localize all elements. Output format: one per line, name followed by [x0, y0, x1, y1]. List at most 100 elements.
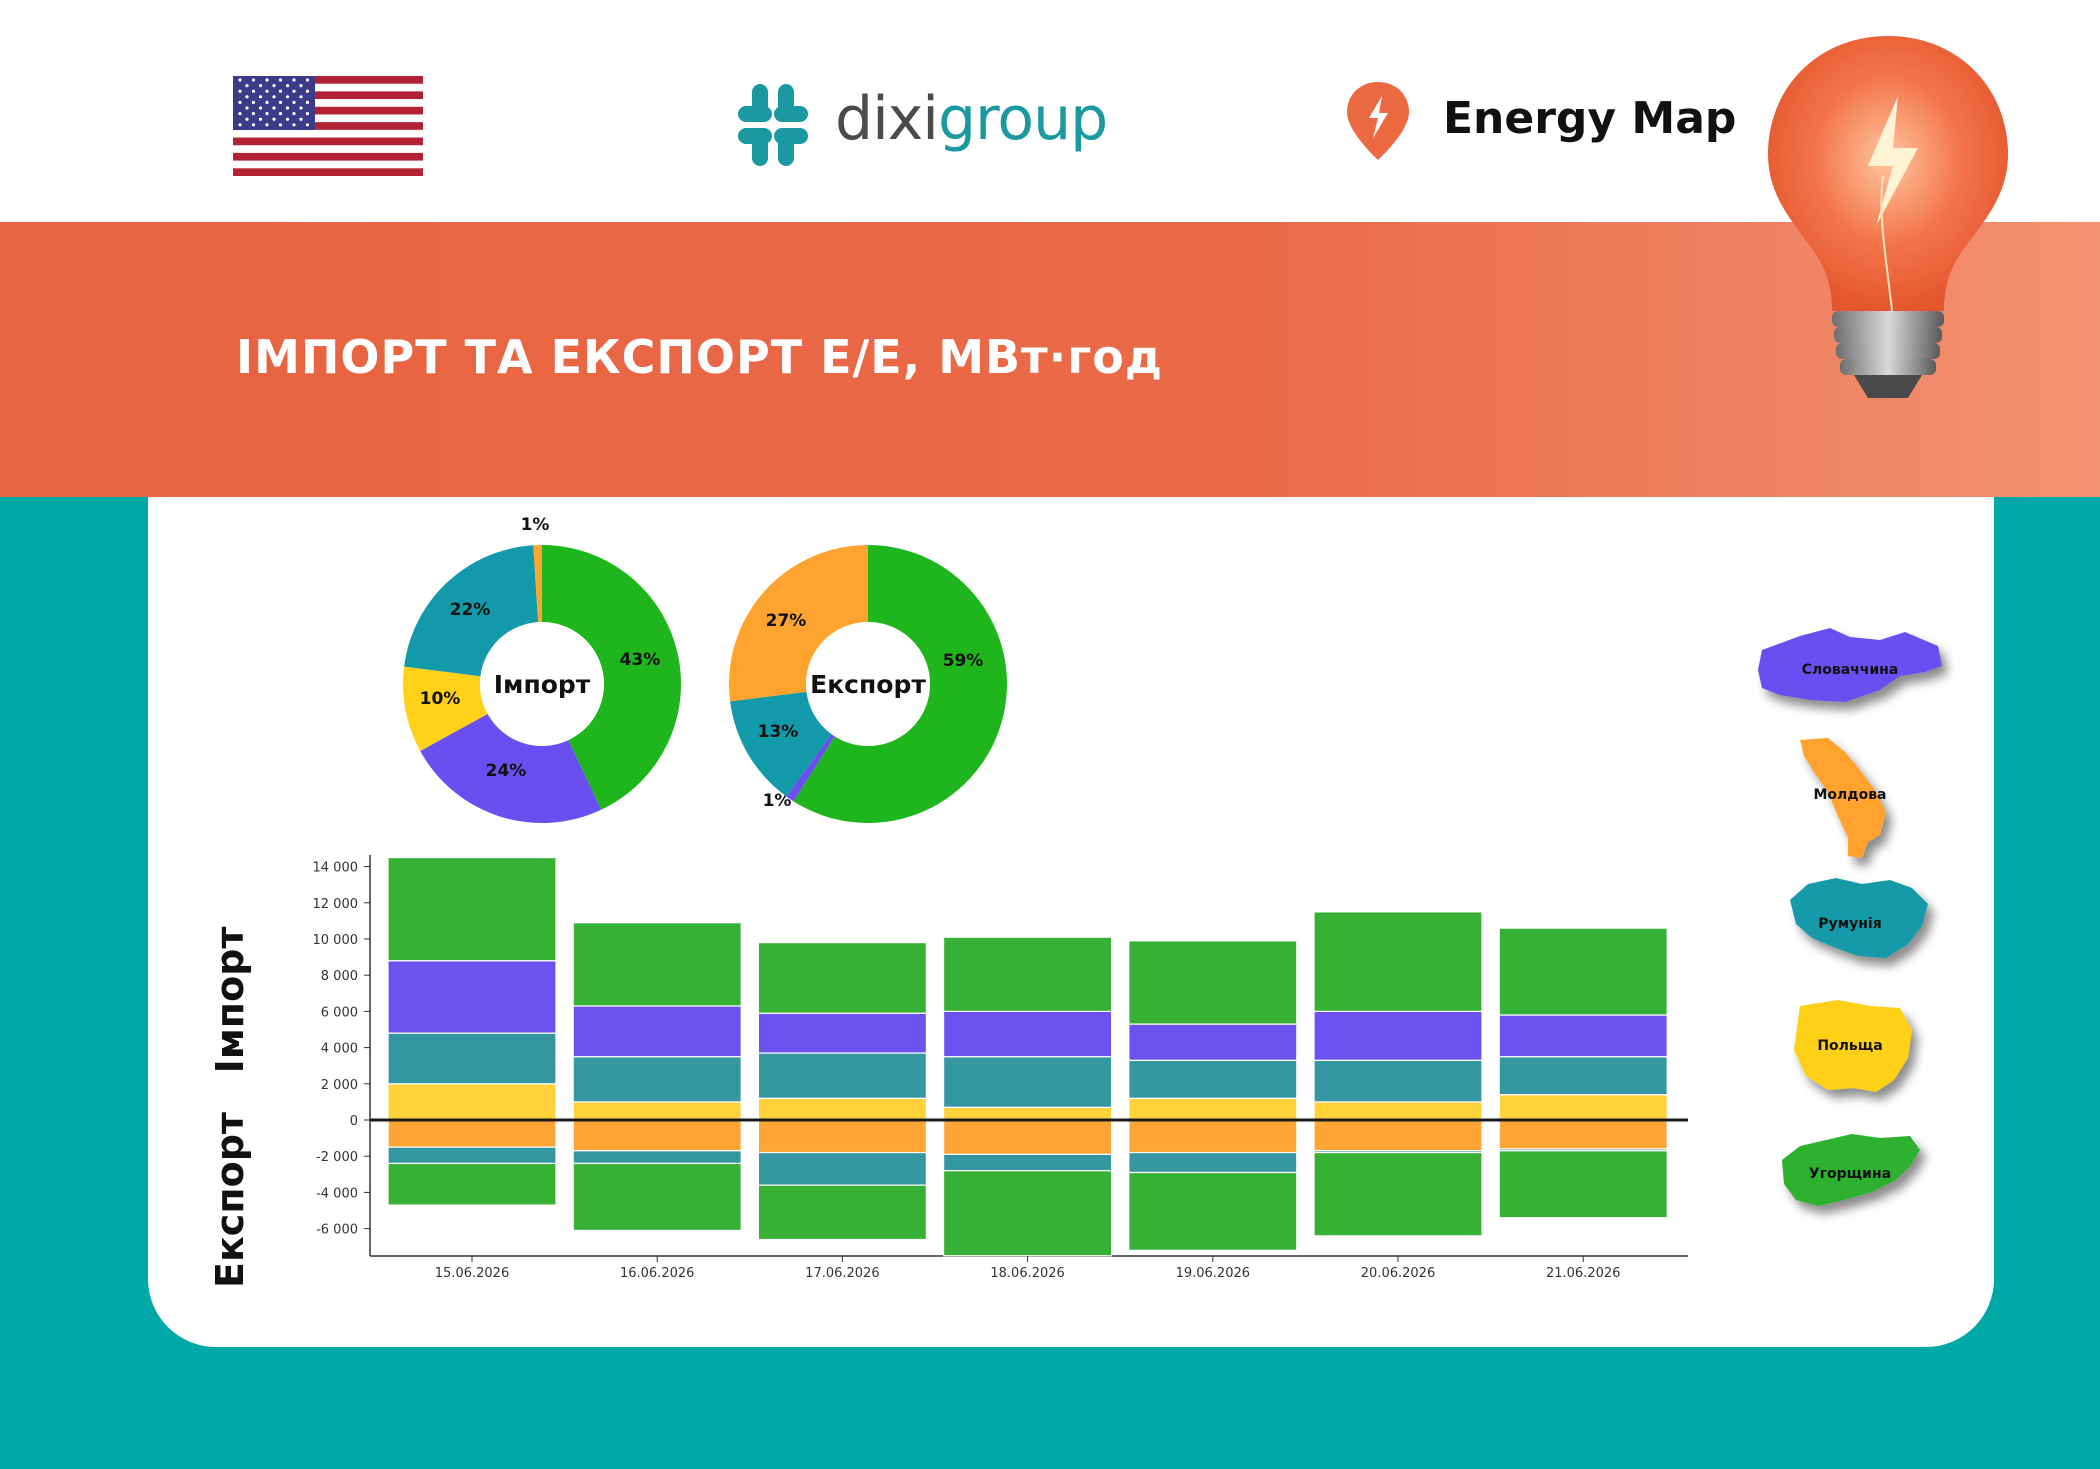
bar-segment-5-3 [1313, 911, 1483, 1012]
bar-segment-2-1 [757, 1052, 928, 1099]
bar-segment-5-6 [1313, 1151, 1483, 1237]
bar-segment-6-2 [1498, 1014, 1668, 1058]
bar-segment-2-0 [757, 1097, 928, 1121]
bar-segment-5-1 [1313, 1059, 1483, 1103]
bar-segment-3-4 [942, 1119, 1113, 1155]
y-tick-label: 14 000 [313, 861, 359, 876]
pie-slice-export-1 [786, 734, 835, 802]
y-tick-label: -4 000 [316, 1186, 358, 1201]
pie-label-export-3: 27% [766, 611, 807, 631]
bar-segment-5-0 [1313, 1101, 1483, 1121]
bar-segment-3-5 [942, 1153, 1113, 1172]
bar-segment-0-4 [387, 1119, 557, 1148]
energy-map-pin-icon [1347, 82, 1409, 160]
pie-slice-import-2 [403, 666, 488, 751]
pie-label-export-0: 59% [943, 651, 984, 671]
bar-segment-6-1 [1498, 1056, 1668, 1096]
y-tick-label: 6 000 [321, 1005, 358, 1020]
y-tick-label: 12 000 [313, 897, 359, 912]
bar-segment-0-5 [387, 1146, 557, 1165]
y-tick-label: 2 000 [321, 1078, 358, 1093]
bar-segment-3-3 [942, 936, 1113, 1013]
bar-segment-1-2 [572, 1005, 742, 1058]
lightbulb-icon [1768, 36, 2008, 398]
pie-label-export-1: 1% [763, 791, 792, 811]
legend-label-2: Румунія [1818, 916, 1881, 932]
bar-segment-6-0 [1498, 1094, 1668, 1121]
bar-segment-6-6 [1498, 1150, 1668, 1219]
x-tick-label: 20.06.2026 [1361, 1266, 1435, 1281]
bar-segment-2-6 [757, 1184, 928, 1241]
bar-segment-0-3 [387, 856, 557, 962]
us-flag-icon[interactable] [233, 76, 423, 176]
y-tick-label: 4 000 [321, 1042, 358, 1057]
pie-label-import-1: 24% [486, 761, 527, 781]
bar-segment-4-3 [1128, 940, 1298, 1025]
legend-label-0: Словаччина [1802, 662, 1899, 678]
y-tick-label: 8 000 [321, 969, 358, 984]
bar-segment-0-6 [387, 1162, 557, 1206]
legend-country-shape-3 [1794, 1000, 1912, 1092]
x-tick-label: 17.06.2026 [805, 1266, 879, 1281]
page-title: ІМПОРТ ТА ЕКСПОРТ Е/Е, МВт·год [236, 330, 1163, 384]
bar-segment-4-4 [1128, 1119, 1298, 1154]
pie-slice-import-4 [533, 545, 542, 623]
bar-segment-1-5 [572, 1150, 742, 1165]
energy-map-brand: Energy Map [1443, 93, 1737, 144]
bar-segment-0-1 [387, 1032, 557, 1085]
legend-country-shape-0 [1758, 628, 1942, 702]
bar-segment-0-2 [387, 960, 557, 1034]
bar-segment-3-0 [942, 1106, 1113, 1121]
legend-country-shape-1 [1800, 738, 1886, 858]
bar-segment-4-1 [1128, 1059, 1298, 1099]
bar-segment-6-3 [1498, 927, 1668, 1016]
bar-segment-1-4 [572, 1119, 742, 1152]
pie-title-export: Експорт [810, 670, 926, 699]
bar-segment-6-4 [1498, 1119, 1668, 1150]
axis-label-import: Імпорт [208, 927, 252, 1074]
pie-slice-import-1 [420, 713, 602, 823]
y-tick-label: 0 [350, 1114, 358, 1129]
pie-slice-import-3 [404, 545, 539, 677]
bar-segment-2-3 [757, 942, 928, 1014]
brand-prefix: dixi [835, 84, 939, 154]
y-tick-label: 10 000 [313, 933, 359, 948]
pie-label-export-2: 13% [758, 722, 799, 742]
pie-title-import: Імпорт [494, 670, 591, 699]
bar-segment-2-2 [757, 1012, 928, 1054]
legend-label-4: Угорщина [1809, 1166, 1891, 1182]
pie-label-import-0: 43% [620, 650, 661, 670]
x-tick-label: 18.06.2026 [990, 1266, 1064, 1281]
bar-segment-4-6 [1128, 1171, 1298, 1251]
dixigroup-brand: dixigroup [835, 84, 1108, 154]
brand-suffix: group [937, 84, 1108, 154]
x-tick-label: 19.06.2026 [1176, 1266, 1250, 1281]
bar-segment-1-1 [572, 1056, 742, 1103]
pie-label-import-2: 10% [420, 689, 461, 709]
y-tick-label: -6 000 [316, 1223, 358, 1238]
bar-segment-5-2 [1313, 1010, 1483, 1061]
bar-segment-4-0 [1128, 1097, 1298, 1121]
x-tick-label: 16.06.2026 [620, 1266, 694, 1281]
title-banner [0, 222, 2100, 497]
bar-segment-3-2 [942, 1010, 1113, 1058]
pie-slice-export-2 [730, 691, 832, 797]
y-tick-label: -2 000 [316, 1150, 358, 1165]
legend-label-1: Молдова [1813, 787, 1886, 803]
bar-segment-3-1 [942, 1056, 1113, 1108]
legend-country-shape-4 [1782, 1134, 1920, 1206]
x-tick-label: 21.06.2026 [1546, 1266, 1620, 1281]
x-tick-label: 15.06.2026 [435, 1266, 509, 1281]
axis-label-export: Експорт [208, 1112, 252, 1288]
bar-segment-1-0 [572, 1101, 742, 1121]
bar-segment-2-5 [757, 1151, 928, 1186]
legend-country-shape-2 [1790, 878, 1928, 958]
bar-segment-0-0 [387, 1083, 557, 1121]
bar-segment-1-3 [572, 922, 742, 1007]
bar-segment-3-6 [942, 1170, 1113, 1257]
pie-slice-export-0 [793, 545, 1008, 823]
bar-segment-5-4 [1313, 1119, 1483, 1152]
dixigroup-logo-icon [738, 84, 808, 166]
pie-slice-export-3 [729, 545, 868, 702]
